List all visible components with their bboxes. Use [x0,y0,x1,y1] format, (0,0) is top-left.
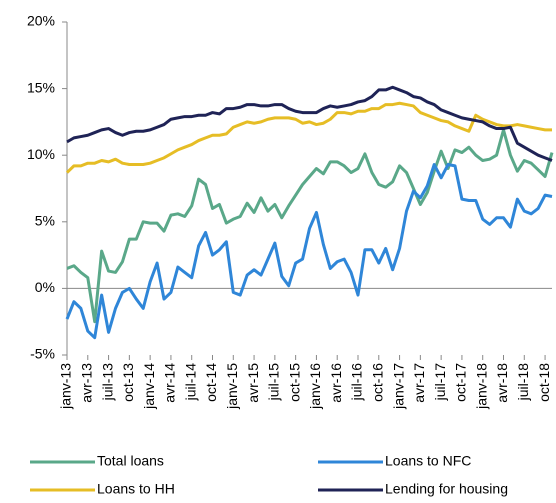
legend-label: Total loans [97,453,164,469]
x-tick-label: juil-14 [182,363,198,402]
x-tick-label: janv-15 [224,363,240,410]
y-tick-label: 10% [27,146,55,162]
y-tick-label: 15% [27,79,55,95]
x-tick-label: juil-15 [266,363,282,402]
y-tick-label: 20% [27,13,55,29]
x-tick-label: janv-16 [307,363,323,410]
x-tick-label: janv-14 [141,363,157,410]
series-line [65,163,553,340]
x-tick-label: janv-18 [473,363,489,410]
x-tick-label: oct-15 [286,363,302,402]
y-tick-label: 0% [35,279,55,295]
x-tick-label: juil-17 [432,363,448,402]
x-tick-label: juil-18 [515,363,531,402]
x-tick-label: avr-13 [78,363,94,403]
x-tick-label: janv-13 [58,363,74,410]
x-tick-label: oct-14 [203,363,219,402]
series-line [66,128,554,324]
x-tick-label: avr-15 [245,363,261,403]
x-tick-label: avr-16 [328,363,344,403]
x-tick-label: avr-17 [411,363,427,403]
legend-label: Loans to NFC [385,453,471,469]
x-tick-label: oct-17 [453,363,469,402]
x-tick-label: janv-17 [390,363,406,410]
legend-label: Loans to HH [97,481,175,497]
legend-label: Lending for housing [385,481,508,497]
y-tick-label: 5% [35,213,55,229]
x-tick-label: juil-16 [349,363,365,402]
series-line [66,85,553,162]
series-line [65,101,552,174]
x-tick-label: oct-16 [369,363,385,402]
y-tick-label: -5% [30,346,55,362]
x-tick-label: oct-13 [120,363,136,402]
x-tick-label: oct-18 [536,363,552,402]
x-tick-label: avr-18 [494,363,510,403]
x-tick-label: juil-13 [99,363,115,402]
x-tick-label: avr-14 [162,363,178,403]
